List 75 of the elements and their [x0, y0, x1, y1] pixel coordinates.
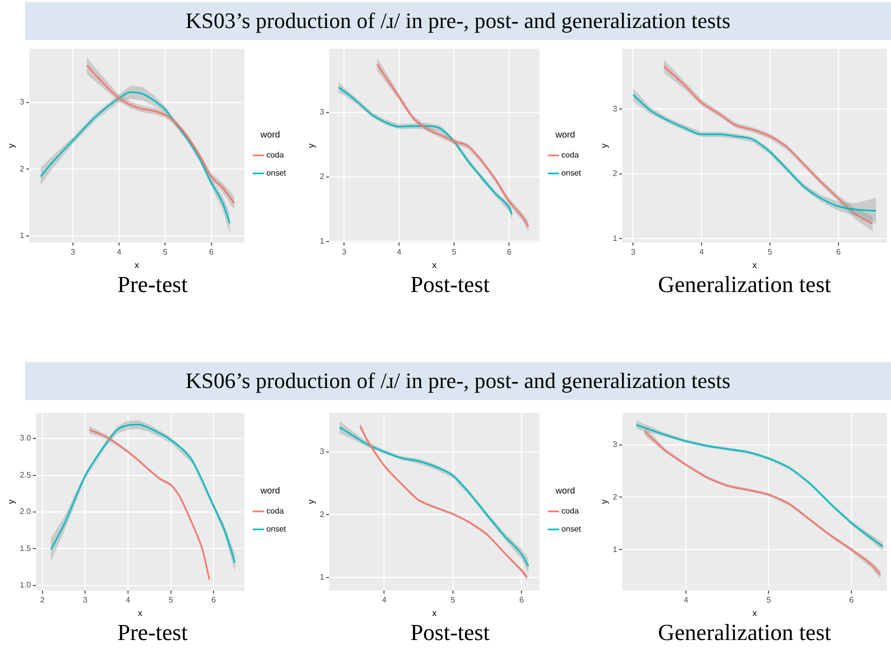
y-axis-title: y — [306, 142, 316, 148]
y-tick-label: 3 — [612, 440, 618, 449]
x-tick-label: 6 — [519, 596, 524, 605]
legend-label: onset — [266, 524, 287, 534]
x-tick-label: 5 — [766, 596, 772, 605]
text: Generalization test — [656, 620, 832, 646]
text: Generalization test — [656, 272, 832, 298]
legend-title: word — [259, 130, 280, 140]
y-tick-label: 3 — [320, 108, 325, 117]
x-tick-label: 5 — [450, 596, 456, 605]
text: Pre-test — [116, 620, 189, 646]
x-tick-label: 4 — [396, 248, 402, 257]
x-tick-label: 4 — [382, 596, 387, 605]
x-tick-label: 6 — [836, 248, 842, 257]
x-tick-label: 2 — [40, 596, 46, 605]
legend-label: coda — [561, 506, 580, 516]
y-tick-label: 1 — [20, 231, 25, 240]
x-tick-label: 5 — [452, 248, 457, 257]
legend-title: word — [554, 486, 575, 496]
x-tick-label: 6 — [211, 596, 216, 605]
legend-label: coda — [266, 506, 284, 516]
legend-label: onset — [561, 168, 582, 178]
y-tick-label: 2 — [20, 164, 25, 174]
y-tick-label: 3 — [320, 446, 325, 456]
y-tick-label: 3 — [20, 97, 25, 106]
x-tick-label: 4 — [116, 248, 122, 257]
x-tick-label: 4 — [699, 248, 704, 257]
x-tick-label: 4 — [126, 596, 131, 605]
x-axis-title: x — [432, 260, 438, 270]
y-tick-label: 1 — [612, 544, 618, 554]
x-tick-label: 6 — [849, 596, 854, 605]
y-tick-label: 1.5 — [20, 544, 32, 553]
x-tick-label: 3 — [82, 596, 88, 605]
legend-label: coda — [561, 150, 580, 160]
legend-title: word — [554, 130, 575, 140]
y-axis-title: y — [6, 498, 16, 504]
x-tick-label: 3 — [70, 248, 76, 257]
x-tick-label: 6 — [506, 248, 512, 257]
legend-label: onset — [561, 524, 582, 534]
y-tick-label: 2.0 — [20, 507, 32, 516]
text: Pre-test — [116, 272, 189, 298]
y-tick-label: 2 — [320, 172, 325, 182]
y-tick-label: 1.0 — [20, 580, 32, 590]
x-axis-title: x — [138, 608, 143, 618]
y-tick-label: 3 — [612, 104, 618, 114]
y-axis-title: y — [598, 142, 609, 148]
text: Post-test — [409, 620, 491, 646]
legend-label: coda — [266, 150, 284, 160]
y-tick-label: 1 — [320, 236, 325, 246]
legend-title: word — [259, 486, 280, 496]
y-tick-label: 2 — [612, 492, 618, 502]
y-axis-title: y — [6, 142, 16, 148]
x-tick-label: 3 — [342, 248, 347, 257]
y-tick-label: 2 — [612, 169, 618, 178]
x-axis-title: x — [752, 260, 758, 270]
x-axis-title: x — [134, 260, 140, 270]
x-tick-label: 3 — [630, 248, 636, 257]
x-tick-label: 6 — [209, 248, 214, 257]
x-tick-label: 5 — [162, 248, 168, 257]
y-tick-label: 2.5 — [20, 470, 32, 480]
x-axis-title: x — [752, 608, 758, 618]
y-tick-label: 2 — [320, 510, 325, 519]
x-tick-label: 5 — [768, 248, 773, 257]
text: KS06’s production of /ɹ/ in pre-, post- and generalization tests — [25, 362, 891, 400]
y-tick-label: 3.0 — [20, 434, 32, 443]
legend-label: onset — [266, 168, 287, 178]
x-tick-label: 5 — [168, 596, 174, 605]
y-tick-label: 1 — [320, 572, 325, 582]
x-tick-label: 4 — [684, 596, 689, 605]
y-axis-title: y — [306, 498, 316, 504]
text: KS03’s production of /ɹ/ in pre-, post- and generalization tests — [25, 2, 891, 40]
x-axis-title: x — [432, 608, 438, 618]
text: Post-test — [409, 272, 491, 298]
y-axis-title: y — [598, 498, 609, 504]
y-tick-label: 1 — [612, 234, 618, 243]
